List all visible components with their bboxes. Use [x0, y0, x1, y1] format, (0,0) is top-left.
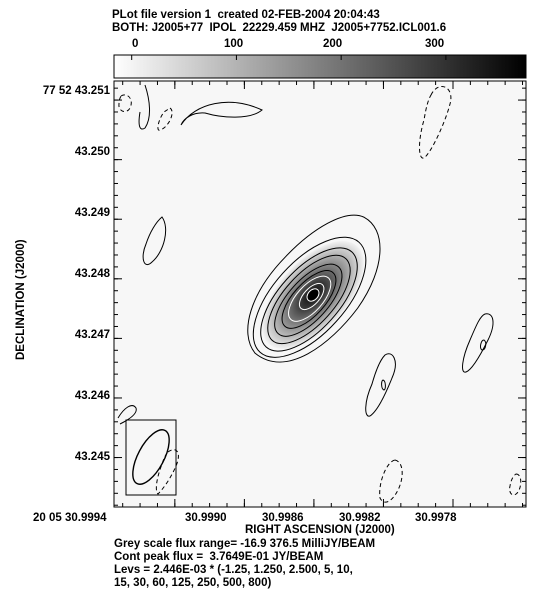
- x-tick-label-0: 20 05 30.9994: [33, 512, 107, 524]
- x-tick-label-2: 30.9986: [262, 512, 304, 524]
- x-tick-label-4: 30.9978: [415, 512, 457, 524]
- contour-top-left-open: [138, 84, 150, 130]
- source-contours: [247, 214, 381, 363]
- plot-frame: [113, 80, 527, 508]
- footer-peak-flux: Cont peak flux = 3.7649E-01 JY/BEAM: [114, 551, 324, 563]
- footer-levels-2: 15, 30, 60, 125, 250, 500, 800): [114, 577, 272, 589]
- y-tick-label-6: 43.245: [74, 451, 110, 463]
- wedge-tick-label-300: 300: [425, 38, 445, 50]
- y-tick-label-2: 43.249: [74, 207, 110, 219]
- x-tick-label-1: 30.9990: [185, 512, 227, 524]
- plot-header-line1: PLot file version 1 created 02-FEB-2004 …: [112, 9, 380, 21]
- x-axis-label: RIGHT ASCENSION (J2000): [245, 524, 395, 536]
- contour-source-peak: [306, 288, 320, 302]
- contour-top-arc: [180, 101, 263, 126]
- contour-source-5: [274, 263, 343, 337]
- beam-box: [125, 419, 177, 496]
- contour-dashed-right-top: [419, 86, 452, 159]
- y-tick-label-5: 43.246: [74, 390, 110, 402]
- y-tick-label-1: 43.250: [74, 146, 110, 158]
- contour-right-lower: [462, 313, 494, 373]
- x-tick-label-3: 30.9982: [339, 512, 381, 524]
- contour-left-mid: [142, 216, 167, 266]
- wedge-tick-label-200: 200: [323, 38, 343, 50]
- contour-mid-lower: [365, 353, 396, 417]
- y-tick-label-0: 77 52 43.251: [42, 85, 110, 97]
- beam-ellipse: [132, 429, 170, 485]
- contour-source-8: [298, 282, 325, 311]
- contour-dashed-top-left-2: [157, 107, 173, 131]
- contour-dashed-bottom-mid: [379, 459, 403, 503]
- footer-levels-1: Levs = 2.446E-03 * (-1.25, 1.250, 2.500,…: [114, 564, 353, 576]
- y-tick-label-3: 43.248: [74, 268, 110, 280]
- contour-mid-lower-small: [381, 379, 386, 391]
- contour-source-4: [267, 254, 351, 345]
- contour-source-7: [288, 275, 332, 322]
- contour-source-6: [281, 270, 337, 329]
- axis-ticks: [114, 81, 526, 507]
- contour-source-outer: [247, 214, 381, 363]
- footer-flux-range: Grey scale flux range= -16.9 376.5 Milli…: [114, 538, 376, 550]
- wedge-ticks: [131, 55, 447, 60]
- wedge-tick-label-0: 0: [132, 38, 139, 50]
- contour-dashed-bottom-right: [509, 473, 522, 496]
- y-axis-label: DECLINATION (J2000): [15, 239, 27, 360]
- y-tick-label-4: 43.247: [74, 329, 110, 341]
- contour-dashed-top-left: [118, 94, 132, 112]
- contour-right-lower-small: [480, 339, 487, 351]
- contour-source-2: [252, 236, 367, 358]
- contour-source-3: [260, 247, 358, 352]
- wedge-tick-label-100: 100: [224, 38, 244, 50]
- plot-header-line2: BOTH: J2005+77 IPOL 22229.459 MHZ J2005+…: [112, 22, 447, 34]
- greyscale-wedge: [113, 54, 527, 79]
